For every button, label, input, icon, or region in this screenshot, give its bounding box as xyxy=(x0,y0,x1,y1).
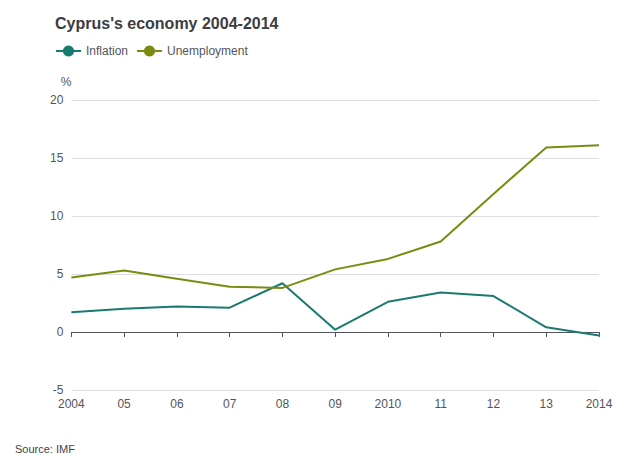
svg-text:07: 07 xyxy=(223,397,237,411)
svg-text:-5: -5 xyxy=(53,383,64,397)
svg-text:2014: 2014 xyxy=(586,397,613,411)
svg-text:10: 10 xyxy=(50,209,64,223)
svg-text:5: 5 xyxy=(57,267,64,281)
svg-text:2004: 2004 xyxy=(58,397,85,411)
svg-text:12: 12 xyxy=(487,397,501,411)
svg-text:2010: 2010 xyxy=(375,397,402,411)
svg-text:0: 0 xyxy=(57,325,64,339)
svg-text:20: 20 xyxy=(50,93,64,107)
svg-text:06: 06 xyxy=(170,397,184,411)
svg-text:05: 05 xyxy=(117,397,131,411)
svg-text:Source: IMF: Source: IMF xyxy=(15,443,75,455)
svg-text:15: 15 xyxy=(50,151,64,165)
svg-text:Cyprus's economy 2004-2014: Cyprus's economy 2004-2014 xyxy=(55,15,279,32)
svg-text:Unemployment: Unemployment xyxy=(167,44,248,58)
svg-text:13: 13 xyxy=(540,397,554,411)
svg-text:08: 08 xyxy=(276,397,290,411)
svg-text:09: 09 xyxy=(328,397,342,411)
svg-text:Inflation: Inflation xyxy=(86,44,128,58)
svg-text:%: % xyxy=(61,75,72,89)
svg-text:11: 11 xyxy=(434,397,447,411)
